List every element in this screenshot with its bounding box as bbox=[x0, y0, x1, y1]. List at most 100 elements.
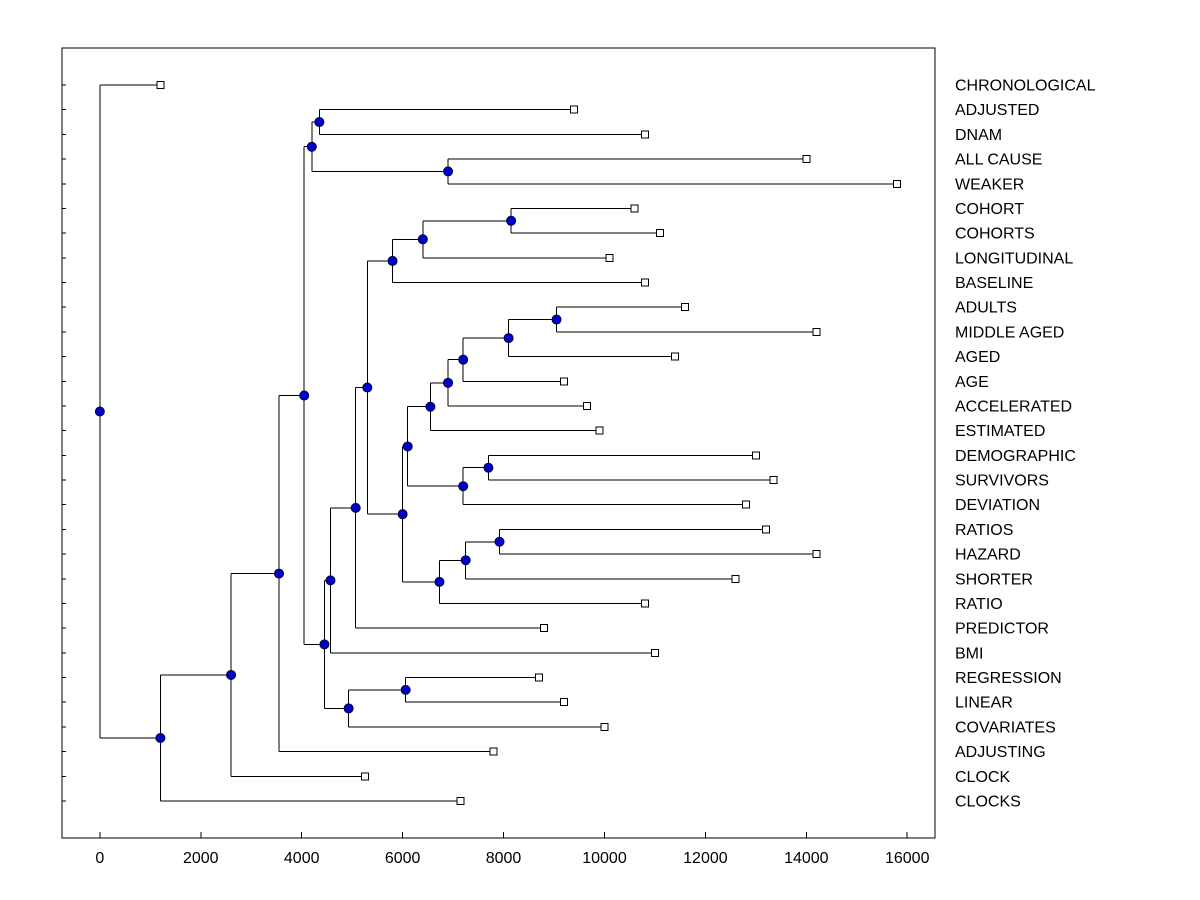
x-tick-label: 14000 bbox=[784, 850, 829, 867]
leaf-label: COHORT bbox=[955, 201, 1024, 218]
cluster-node-marker bbox=[397, 509, 408, 520]
cluster-node-marker bbox=[551, 314, 562, 325]
leaf-marker bbox=[360, 772, 369, 781]
leaf-label: DEVIATION bbox=[955, 497, 1040, 514]
leaf-marker bbox=[595, 426, 604, 435]
leaf-marker bbox=[640, 278, 649, 287]
leaf-label: ESTIMATED bbox=[955, 423, 1045, 440]
leaf-label: ADJUSTED bbox=[955, 102, 1039, 119]
cluster-node-marker bbox=[273, 568, 284, 579]
leaf-marker bbox=[741, 500, 750, 509]
leaf-label: REGRESSION bbox=[955, 670, 1062, 687]
leaf-label: BASELINE bbox=[955, 275, 1033, 292]
leaf-marker bbox=[600, 722, 609, 731]
leaf-label: DNAM bbox=[955, 127, 1002, 144]
leaf-label: SURVIVORS bbox=[955, 473, 1049, 490]
leaf-label: WEAKER bbox=[955, 176, 1024, 193]
cluster-node-marker bbox=[350, 502, 361, 513]
cluster-node-marker bbox=[306, 141, 317, 152]
leaf-label: MIDDLE AGED bbox=[955, 324, 1064, 341]
x-tick-label: 12000 bbox=[683, 850, 728, 867]
leaf-label: ADJUSTING bbox=[955, 744, 1046, 761]
cluster-node-marker bbox=[402, 441, 413, 452]
leaf-marker bbox=[802, 155, 811, 164]
cluster-node-marker bbox=[483, 462, 494, 473]
leaf-label: CLOCK bbox=[955, 769, 1010, 786]
leaf-marker bbox=[539, 624, 548, 633]
cluster-node-marker bbox=[443, 166, 454, 177]
x-tick-label: 0 bbox=[95, 850, 104, 867]
leaf-label: HAZARD bbox=[955, 547, 1021, 564]
cluster-node-marker bbox=[458, 481, 469, 492]
cluster-node-marker bbox=[494, 536, 505, 547]
leaf-label: ACCELERATED bbox=[955, 398, 1072, 415]
cluster-node-marker bbox=[503, 333, 514, 344]
leaf-label: RATIO bbox=[955, 596, 1003, 613]
leaf-marker bbox=[761, 525, 770, 534]
leaf-marker bbox=[489, 747, 498, 756]
x-tick-label: 10000 bbox=[582, 850, 627, 867]
leaf-marker bbox=[650, 648, 659, 657]
x-tick-label: 8000 bbox=[486, 850, 522, 867]
cluster-node-marker bbox=[400, 684, 411, 695]
cluster-node-marker bbox=[434, 576, 445, 587]
leaf-label: LINEAR bbox=[955, 695, 1013, 712]
x-tick-label: 16000 bbox=[885, 850, 930, 867]
leaf-label: ADULTS bbox=[955, 300, 1017, 317]
cluster-node-marker bbox=[425, 401, 436, 412]
leaf-marker bbox=[655, 229, 664, 238]
leaf-label: PREDICTOR bbox=[955, 621, 1049, 638]
leaf-label: COVARIATES bbox=[955, 719, 1056, 736]
leaf-marker bbox=[751, 451, 760, 460]
leaf-marker bbox=[605, 253, 614, 262]
leaf-label: AGED bbox=[955, 349, 1000, 366]
leaf-label: SHORTER bbox=[955, 571, 1033, 588]
leaf-marker bbox=[582, 401, 591, 410]
leaf-label: LONGITUDINAL bbox=[955, 250, 1073, 267]
leaf-marker bbox=[812, 327, 821, 336]
x-tick-label: 6000 bbox=[385, 850, 421, 867]
cluster-node-marker bbox=[94, 406, 105, 417]
leaf-marker bbox=[671, 352, 680, 361]
cluster-node-marker bbox=[387, 255, 398, 266]
leaf-marker bbox=[640, 130, 649, 139]
x-tick-label: 2000 bbox=[183, 850, 219, 867]
leaf-label: BMI bbox=[955, 645, 983, 662]
leaf-marker bbox=[812, 550, 821, 559]
leaf-label: CLOCKS bbox=[955, 794, 1021, 811]
cluster-node-marker bbox=[319, 639, 330, 650]
leaf-marker bbox=[560, 698, 569, 707]
cluster-node-marker bbox=[343, 703, 354, 714]
cluster-node-marker bbox=[506, 215, 517, 226]
leaf-marker bbox=[560, 377, 569, 386]
leaf-label: RATIOS bbox=[955, 522, 1013, 539]
leaf-marker bbox=[534, 673, 543, 682]
leaf-marker bbox=[681, 303, 690, 312]
cluster-node-marker bbox=[460, 555, 471, 566]
leaf-marker bbox=[731, 574, 740, 583]
leaf-marker bbox=[640, 599, 649, 608]
leaf-label: AGE bbox=[955, 374, 989, 391]
leaf-marker bbox=[570, 105, 579, 114]
cluster-node-marker bbox=[155, 732, 166, 743]
leaf-marker bbox=[456, 797, 465, 805]
leaf-marker bbox=[893, 179, 902, 188]
leaf-marker bbox=[156, 81, 165, 89]
cluster-node-marker bbox=[458, 354, 469, 365]
leaf-label: CHRONOLOGICAL bbox=[955, 78, 1096, 95]
cluster-node-marker bbox=[362, 382, 373, 393]
cluster-node-marker bbox=[417, 234, 428, 245]
cluster-node-marker bbox=[226, 669, 237, 680]
leaf-label: ALL CAUSE bbox=[955, 152, 1042, 169]
leaf-label: COHORTS bbox=[955, 226, 1035, 243]
leaf-marker bbox=[769, 476, 778, 485]
cluster-node-marker bbox=[325, 575, 336, 586]
leaf-marker bbox=[630, 204, 639, 213]
cluster-node-marker bbox=[299, 390, 310, 401]
leaf-label: DEMOGRAPHIC bbox=[955, 448, 1076, 465]
cluster-node-marker bbox=[443, 377, 454, 388]
x-tick-label: 4000 bbox=[284, 850, 320, 867]
cluster-node-marker bbox=[314, 117, 325, 128]
